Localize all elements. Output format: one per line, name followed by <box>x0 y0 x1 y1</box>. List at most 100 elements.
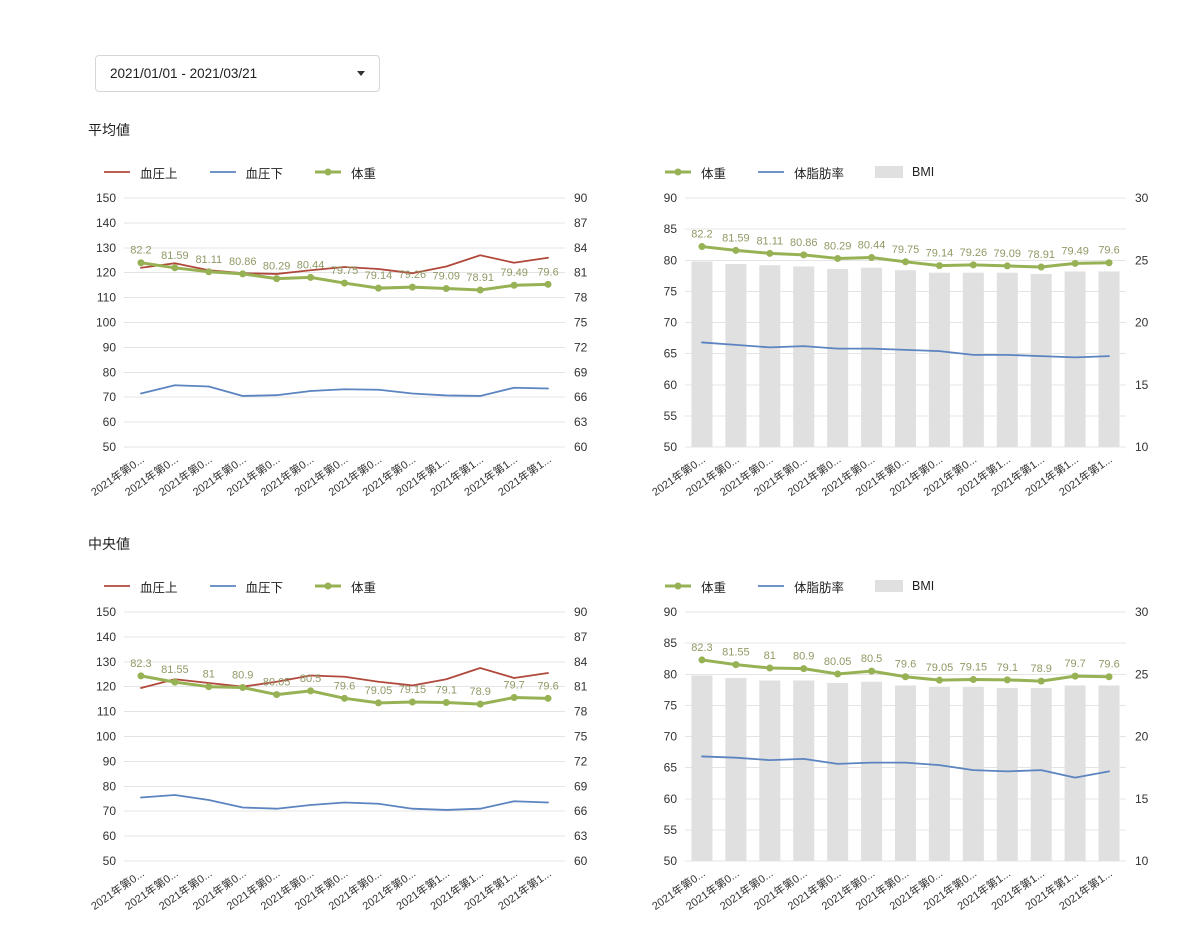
bmi-bar <box>827 268 849 447</box>
y-axis-left-tick-label: 75 <box>664 284 678 298</box>
bmi-bar <box>725 677 747 861</box>
weight-data-label: 81.11 <box>195 254 222 266</box>
weight-point <box>969 676 977 684</box>
legend-item-weight[interactable]: 体重 <box>313 163 376 182</box>
legend-label: 血圧上 <box>140 580 178 595</box>
y-axis-right-tick-label: 69 <box>574 779 588 793</box>
legend-item-bmi[interactable]: BMI <box>874 165 934 179</box>
weight-point <box>1003 262 1011 270</box>
weight-data-label: 80.05 <box>824 656 852 668</box>
y-axis-left-tick-label: 50 <box>103 440 117 454</box>
weight-data-label: 81 <box>203 669 215 681</box>
weight-point <box>1037 677 1045 685</box>
legend-item-weight[interactable]: 体重 <box>663 577 726 596</box>
bmi-bar <box>1098 685 1120 861</box>
weight-data-label: 79.14 <box>926 248 954 260</box>
y-axis-left-tick-label: 100 <box>96 730 116 744</box>
y-axis-right-tick-label: 63 <box>574 829 588 843</box>
y-axis-right-tick-label: 78 <box>574 705 588 719</box>
y-axis-left-tick-label: 90 <box>103 340 117 354</box>
y-axis-right-tick-label: 87 <box>574 630 588 644</box>
y-axis-right-tick-label: 84 <box>574 241 588 255</box>
legend-item-bmi[interactable]: BMI <box>874 579 934 593</box>
weight-data-label: 81.59 <box>161 250 189 262</box>
weight-data-label: 79.7 <box>503 679 524 691</box>
legend-label: 体重 <box>701 580 727 595</box>
weight-point <box>273 275 281 283</box>
y-axis-right-tick-label: 72 <box>574 340 588 354</box>
weight-point <box>239 684 247 692</box>
weight-point <box>544 280 552 288</box>
y-axis-left-tick-label: 50 <box>664 440 678 454</box>
y-axis-right-tick-label: 60 <box>574 440 588 454</box>
y-axis-left-tick-label: 110 <box>97 291 116 305</box>
charts-content: 平均値 血圧上 血圧下 体重 50 60 70 80 90 100 110 120 130 140 150… <box>86 110 1172 927</box>
weight-data-label: 79.14 <box>365 270 393 282</box>
legend-item-weight[interactable]: 体重 <box>663 163 726 182</box>
legend-item-body-fat[interactable]: 体脂肪率 <box>756 577 844 596</box>
weight-point <box>1037 263 1045 271</box>
y-axis-left-tick-label: 140 <box>96 216 116 230</box>
weight-point <box>205 268 213 276</box>
weight-data-label: 79.7 <box>1064 658 1085 670</box>
bmi-legend-swatch <box>875 166 904 178</box>
weight-data-label: 79.26 <box>399 269 427 281</box>
y-axis-right-tick-label: 60 <box>574 854 588 868</box>
y-axis-left-tick-label: 80 <box>103 365 117 379</box>
y-axis-right-tick-label: 69 <box>574 365 588 379</box>
y-axis-right-tick-label: 10 <box>1135 440 1149 454</box>
date-range-control[interactable]: 2021/01/01 - 2021/03/21 <box>95 55 380 92</box>
section-median: 中央値 血圧上 血圧下 体重 50 60 70 80 90 100 110 120 130 140 150… <box>86 534 1172 927</box>
weight-data-label: 79.6 <box>1098 245 1119 257</box>
y-axis-left-tick-label: 80 <box>664 667 678 681</box>
legend-label: 血圧上 <box>140 166 178 181</box>
body-fat-legend-swatch <box>758 585 785 587</box>
y-axis-left-tick-label: 70 <box>664 316 678 330</box>
chart-canvas: 50556065707580859010152025302021年第0...20… <box>649 191 1149 499</box>
legend-label: 血圧下 <box>245 580 284 595</box>
legend-item-body-fat[interactable]: 体脂肪率 <box>756 163 844 182</box>
legend-label: BMI <box>912 165 935 179</box>
y-axis-left-tick-label: 80 <box>664 253 678 267</box>
y-axis-right-tick-label: 15 <box>1135 792 1149 806</box>
weight-point <box>307 687 315 695</box>
legend-item-bp-upper[interactable]: 血圧上 <box>102 577 178 596</box>
chart-legend: 血圧上 血圧下 体重 <box>102 162 611 182</box>
legend-item-bp-lower[interactable]: 血圧下 <box>208 163 283 182</box>
date-range-value: 2021/01/01 - 2021/03/21 <box>110 66 258 81</box>
y-axis-left-tick-label: 100 <box>96 316 116 330</box>
weight-point <box>408 283 416 291</box>
y-axis-left-tick-label: 55 <box>664 823 678 837</box>
bp-upper-legend-swatch <box>104 585 130 587</box>
weight-data-label: 82.2 <box>691 229 712 241</box>
weight-legend-swatch <box>665 582 691 590</box>
charts-row-average: 血圧上 血圧下 体重 50 60 70 80 90 100 110 120 130 140 150 60 63… <box>86 162 1172 524</box>
weight-data-label: 79.09 <box>994 248 1022 260</box>
y-axis-left-tick-label: 50 <box>664 854 678 868</box>
y-axis-left-tick-label: 90 <box>103 754 117 768</box>
y-axis-right-tick-label: 10 <box>1135 854 1149 868</box>
weight-data-label: 82.3 <box>691 642 712 654</box>
weight-point <box>374 284 382 292</box>
chart-average-weight-bodyfat-bmi: 体重 体脂肪率 BMI 50 55 60 65 70 75 80 85 90 10 15 20 25 30 202… <box>647 162 1172 524</box>
y-axis-left-tick-label: 130 <box>96 655 116 669</box>
y-axis-right-tick-label: 63 <box>574 415 588 429</box>
bmi-bar <box>1030 687 1052 861</box>
bmi-bar <box>962 272 984 447</box>
bmi-bar <box>1030 273 1052 447</box>
y-axis-right-tick-label: 72 <box>574 754 588 768</box>
chart-legend: 血圧上 血圧下 体重 <box>102 576 611 596</box>
legend-item-bp-upper[interactable]: 血圧上 <box>102 163 178 182</box>
y-axis-left-tick-label: 65 <box>664 761 678 775</box>
weight-data-label: 79.15 <box>960 662 988 674</box>
legend-item-bp-lower[interactable]: 血圧下 <box>208 577 284 596</box>
bmi-bar <box>996 272 1018 447</box>
bmi-bar <box>759 680 781 861</box>
weight-data-label: 80.86 <box>229 256 257 268</box>
y-axis-left-tick-label: 55 <box>664 409 678 423</box>
y-axis-left-tick-label: 60 <box>664 378 678 392</box>
y-axis-right-tick-label: 20 <box>1135 316 1149 330</box>
weight-point <box>698 656 706 664</box>
weight-point <box>137 259 145 267</box>
legend-item-weight[interactable]: 体重 <box>313 577 376 596</box>
